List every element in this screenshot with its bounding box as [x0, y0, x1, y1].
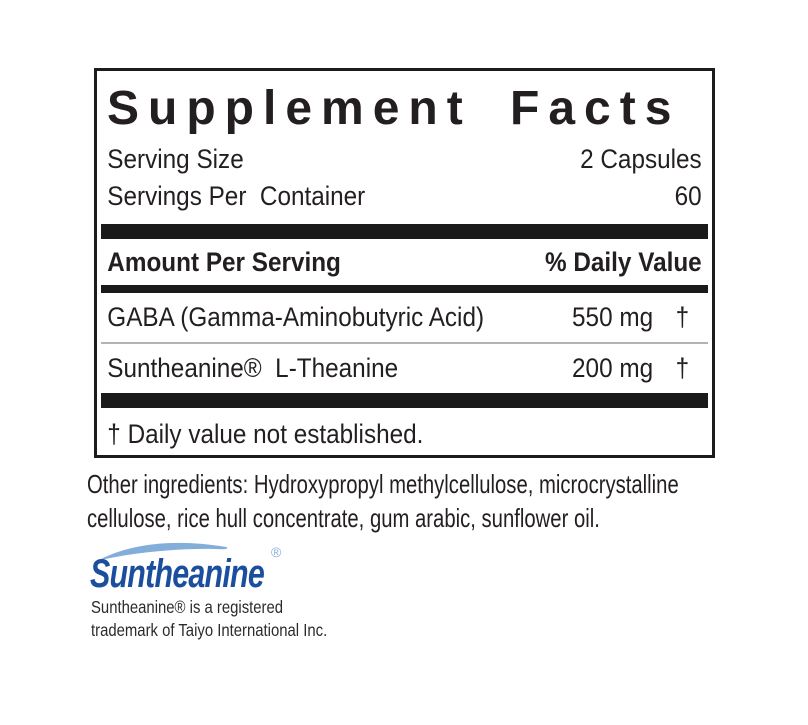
trademark-note: Suntheanine® is a registered trademark o… [91, 596, 369, 641]
serving-size-label: Serving Size [107, 144, 244, 174]
supplement-facts-panel: Supplement Facts Serving Size 2 Capsules… [94, 68, 715, 458]
serving-size-value: 2 Capsules [580, 144, 702, 174]
trademark-line: Suntheanine® is a registered [91, 597, 284, 617]
ingredient-row-gaba: GABA (Gamma-Aminobutyric Acid) 550 mg † [101, 293, 708, 342]
other-ingredients: Other ingredients: Hydroxypropyl methylc… [87, 467, 808, 535]
ingredient-name: Suntheanine® L-Theanine [107, 353, 399, 383]
ingredient-name: GABA (Gamma-Aminobutyric Acid) [107, 302, 485, 332]
serving-size-row: Serving Size 2 Capsules [101, 141, 708, 178]
ingredient-daily-value: † [675, 302, 690, 332]
ingredient-row-theanine: Suntheanine® L-Theanine 200 mg † [101, 344, 708, 393]
row-divider [101, 342, 708, 344]
panel-title: Supplement Facts [107, 82, 681, 135]
logo-registered-mark-icon: ® [271, 544, 282, 560]
amount-per-serving-header: Amount Per Serving [107, 247, 341, 277]
trademark-line: trademark of Taiyo International Inc. [91, 619, 328, 640]
other-ingredients-line: cellulose, rice hull concentrate, gum ar… [87, 503, 600, 533]
column-header-row: Amount Per Serving % Daily Value [101, 239, 708, 285]
separator-bar-medium [101, 285, 708, 293]
other-ingredients-line: Other ingredients: Hydroxypropyl methylc… [87, 469, 679, 499]
percent-daily-value-header: % Daily Value [545, 247, 702, 277]
servings-per-container-row: Servings Per Container 60 [101, 178, 708, 215]
separator-bar-thick-top [101, 224, 708, 239]
suntheanine-logo: Suntheanine ® [90, 540, 300, 598]
servings-per-container-value: 60 [674, 181, 702, 211]
ingredient-daily-value: † [675, 353, 690, 383]
servings-per-container-label: Servings Per Container [107, 181, 366, 211]
separator-bar-thick-bottom [101, 393, 708, 408]
logo-wave-icon [97, 542, 228, 561]
ingredient-amount: 550 mg [572, 302, 654, 332]
logo-text: Suntheanine [90, 552, 265, 596]
daily-value-footnote: † Daily value not established. [107, 419, 424, 449]
ingredient-amount: 200 mg [572, 353, 654, 383]
